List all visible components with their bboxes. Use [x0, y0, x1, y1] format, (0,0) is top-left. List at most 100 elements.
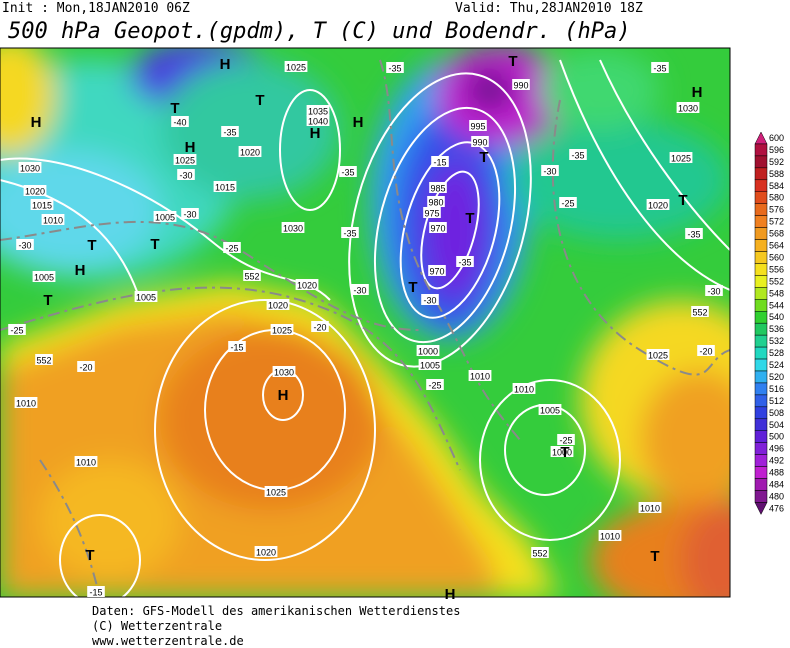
colorbar-swatch	[754, 430, 768, 443]
colorbar-swatch	[754, 478, 768, 491]
label-box	[171, 116, 189, 127]
contour-label: 1005	[420, 361, 440, 371]
label-box	[264, 486, 288, 497]
colorbar-label: 584	[769, 181, 784, 191]
contour-label: 1020	[268, 301, 288, 311]
contour-label: 985	[430, 184, 445, 194]
label-box	[468, 370, 492, 381]
label-box	[431, 156, 449, 167]
colorbar-label: 532	[769, 336, 784, 346]
contour-label: -30	[353, 286, 366, 296]
contour-label: -30	[18, 241, 31, 251]
contour-label: 1005	[155, 213, 175, 223]
contour-label: 975	[424, 209, 439, 219]
label-box	[469, 120, 487, 131]
pressure-center: H	[75, 262, 86, 279]
contour-label: -35	[687, 230, 700, 240]
colorbar-label: 524	[769, 360, 784, 370]
label-box	[691, 306, 709, 317]
colorbar-label: 504	[769, 420, 784, 430]
label-box	[30, 199, 54, 210]
label-box	[646, 199, 670, 210]
colorbar-swatch	[754, 311, 768, 324]
label-box	[35, 354, 53, 365]
colorbar-label: 544	[769, 300, 784, 310]
label-box	[423, 207, 441, 218]
pressure-center: H	[445, 586, 456, 603]
contour-label: -35	[653, 64, 666, 74]
pressure-center: T	[465, 210, 474, 227]
label-box	[598, 530, 622, 541]
contour-label: 1020	[297, 281, 317, 291]
label-box	[697, 345, 715, 356]
colorbar-label: 556	[769, 264, 784, 274]
contour-label: -30	[707, 287, 720, 297]
colorbar-swatch	[754, 454, 768, 467]
init-time: Init : Mon,18JAN2010 06Z	[2, 1, 190, 16]
label-box	[8, 324, 26, 335]
contour-label: 552	[36, 356, 51, 366]
colorbar-label: 564	[769, 241, 784, 251]
pressure-center: H	[278, 387, 289, 404]
colorbar-swatch	[754, 227, 768, 240]
contour-label: 1015	[32, 201, 52, 211]
label-box	[74, 456, 98, 467]
label-box	[685, 228, 703, 239]
colorbar-label: 536	[769, 324, 784, 334]
contour-label: -35	[341, 168, 354, 178]
contour-label: 1025	[272, 326, 292, 336]
label-box	[651, 62, 669, 73]
label-box	[181, 208, 199, 219]
colorbar-swatch	[754, 466, 768, 479]
colorbar-swatch	[754, 299, 768, 312]
pressure-center: H	[220, 56, 231, 73]
label-box	[557, 434, 575, 445]
label-box	[266, 299, 290, 310]
colorbar-label: 572	[769, 217, 784, 227]
label-box	[306, 115, 330, 126]
label-box	[284, 61, 308, 72]
contour-label: 1030	[283, 224, 303, 234]
contour-label: 1010	[76, 458, 96, 468]
contour-label: -20	[699, 347, 712, 357]
contour-label: 990	[513, 81, 528, 91]
colorbar-label: 516	[769, 384, 784, 394]
colorbar-swatch	[754, 394, 768, 408]
colorbar-label: 484	[769, 480, 784, 490]
contour-label: 1030	[20, 164, 40, 174]
colorbar-label: 528	[769, 348, 784, 358]
contour-label: 552	[244, 272, 259, 282]
colorbar-label: 508	[769, 408, 784, 418]
colorbar-swatch	[754, 382, 768, 396]
contour-label: 1020	[240, 148, 260, 158]
valid-time: Valid: Thu,28JAN2010 18Z	[455, 1, 643, 16]
map-title: 500 hPa Geopot.(gpdm), T (C) und Bodendr…	[8, 19, 631, 44]
contour-label: 1025	[648, 351, 668, 361]
contour-label: -15	[433, 158, 446, 168]
contour-label: 1025	[266, 488, 286, 498]
colorbar-swatch	[754, 346, 768, 360]
colorbar-label: 520	[769, 372, 784, 382]
pressure-center: H	[353, 114, 364, 131]
label-box	[341, 227, 359, 238]
label-box	[77, 361, 95, 372]
contour-label: 1025	[175, 156, 195, 166]
colorbar-swatch	[754, 239, 768, 252]
contour-label: 1035	[308, 107, 328, 117]
pressure-center: T	[508, 53, 517, 70]
contour-label: -30	[543, 167, 556, 177]
contour-label: 1015	[215, 183, 235, 193]
contour-label: -35	[458, 258, 471, 268]
contour-label: -25	[10, 326, 23, 336]
label-box	[87, 586, 105, 597]
map-area	[0, 48, 730, 597]
label-box	[531, 547, 549, 558]
label-box	[426, 379, 444, 390]
label-box	[32, 271, 56, 282]
contour-label: 1025	[286, 63, 306, 73]
contour-label: 552	[532, 549, 547, 559]
colorbar-label: 552	[769, 276, 784, 286]
